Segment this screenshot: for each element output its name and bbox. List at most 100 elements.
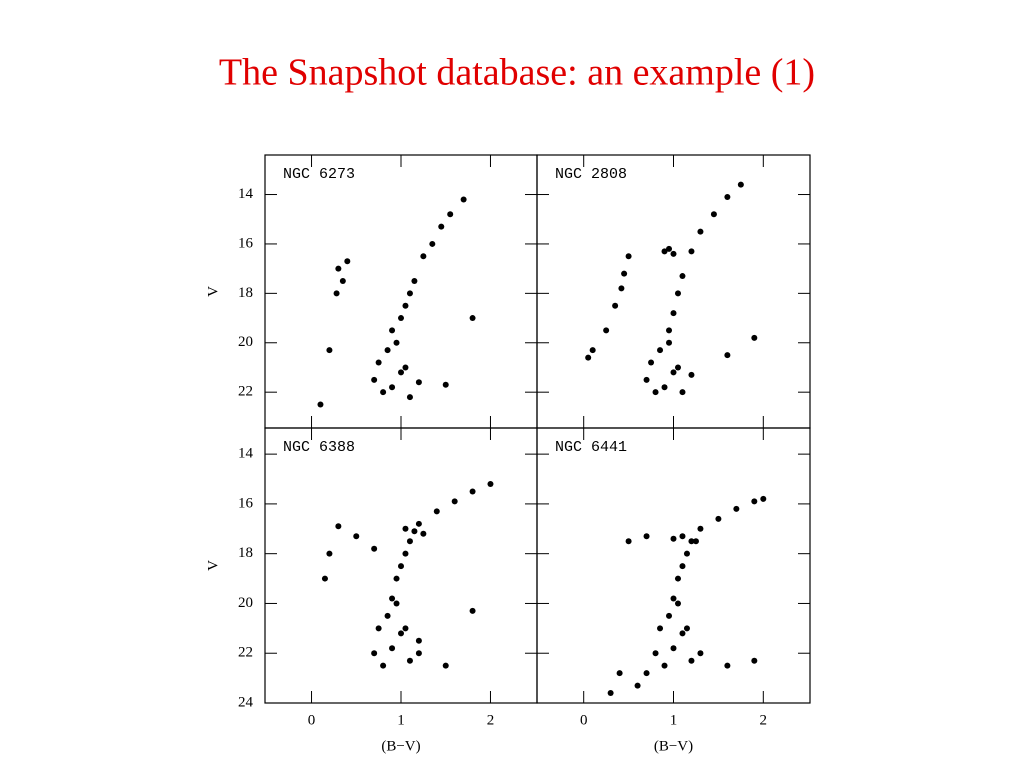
data-point xyxy=(335,265,342,272)
data-point xyxy=(398,630,404,637)
data-point xyxy=(415,650,422,657)
y-tick-label: 16 xyxy=(238,235,254,251)
data-point xyxy=(724,662,731,669)
data-point xyxy=(760,495,767,502)
data-point xyxy=(402,302,409,309)
data-point xyxy=(697,228,704,235)
data-point xyxy=(688,538,695,545)
data-point xyxy=(666,339,673,346)
data-point xyxy=(666,327,673,334)
data-point xyxy=(389,595,396,602)
data-point xyxy=(692,538,699,545)
data-point xyxy=(724,352,731,359)
data-point xyxy=(326,347,333,354)
panel-frame xyxy=(264,154,538,429)
data-point xyxy=(724,194,731,200)
data-point xyxy=(415,379,422,386)
data-point xyxy=(674,290,681,297)
y-tick-label: 16 xyxy=(238,495,254,511)
panel-label: NGC 6388 xyxy=(283,439,355,456)
data-point xyxy=(406,290,413,297)
y-tick-label: 14 xyxy=(238,446,254,462)
data-point xyxy=(679,563,686,570)
data-point xyxy=(438,223,445,230)
data-point xyxy=(469,607,476,614)
data-point xyxy=(317,401,324,408)
data-point xyxy=(643,533,650,540)
data-point xyxy=(618,285,625,292)
data-point xyxy=(737,181,744,188)
panel-label: NGC 6441 xyxy=(555,439,627,456)
data-point xyxy=(411,278,418,284)
data-point xyxy=(666,245,673,252)
data-point xyxy=(402,364,409,371)
data-point xyxy=(371,376,378,383)
data-point xyxy=(751,498,758,505)
data-point xyxy=(442,662,449,669)
data-point xyxy=(460,196,467,203)
data-point xyxy=(415,637,422,644)
y-tick-label: 22 xyxy=(238,645,253,661)
y-tick-label: 18 xyxy=(238,285,253,301)
data-point xyxy=(679,389,686,396)
data-point xyxy=(733,505,740,512)
data-point xyxy=(643,670,650,677)
data-point xyxy=(688,248,695,255)
data-point xyxy=(433,508,440,515)
data-point xyxy=(666,612,673,619)
x-tick-label: 0 xyxy=(308,712,316,728)
data-point xyxy=(402,550,409,557)
data-point xyxy=(406,538,413,545)
data-point xyxy=(393,339,400,346)
data-point xyxy=(420,253,427,260)
panel-label: NGC 2808 xyxy=(555,166,627,183)
data-point xyxy=(469,488,476,495)
data-point xyxy=(679,533,686,540)
data-point xyxy=(670,595,677,602)
data-point xyxy=(688,657,695,664)
data-point xyxy=(442,381,449,388)
data-point xyxy=(634,682,641,689)
data-point xyxy=(657,347,664,354)
data-point xyxy=(625,538,632,545)
data-point xyxy=(697,525,704,532)
data-point xyxy=(339,278,346,284)
data-point xyxy=(353,533,360,540)
data-point xyxy=(585,354,592,361)
data-point xyxy=(333,290,340,297)
data-point xyxy=(715,515,722,522)
data-point xyxy=(389,384,396,391)
data-point xyxy=(326,550,333,557)
data-point xyxy=(661,384,668,391)
data-point xyxy=(393,600,400,607)
x-tick-label: 2 xyxy=(487,712,495,728)
data-point xyxy=(375,625,382,632)
data-point xyxy=(751,334,758,341)
data-point xyxy=(429,240,436,247)
panel-frame xyxy=(536,427,811,704)
data-point xyxy=(371,650,378,657)
data-point xyxy=(674,364,681,371)
data-point xyxy=(670,250,677,257)
data-point xyxy=(402,525,409,532)
data-point xyxy=(380,389,387,396)
panel-label: NGC 6273 xyxy=(283,166,355,183)
y-tick-label: 18 xyxy=(238,545,253,561)
data-point xyxy=(344,258,351,265)
data-point xyxy=(683,625,690,632)
data-point xyxy=(607,690,614,697)
data-point xyxy=(415,520,422,527)
y-tick-label: 22 xyxy=(238,384,253,400)
data-point xyxy=(625,253,632,260)
panel-frame xyxy=(536,154,811,429)
x-tick-label: 0 xyxy=(580,712,588,728)
y-axis-label: V xyxy=(205,286,221,297)
data-point xyxy=(612,302,619,309)
y-axis-label: V xyxy=(205,560,221,571)
data-point xyxy=(398,315,404,322)
data-point xyxy=(451,498,458,505)
data-point xyxy=(670,535,677,542)
data-point xyxy=(406,657,413,664)
